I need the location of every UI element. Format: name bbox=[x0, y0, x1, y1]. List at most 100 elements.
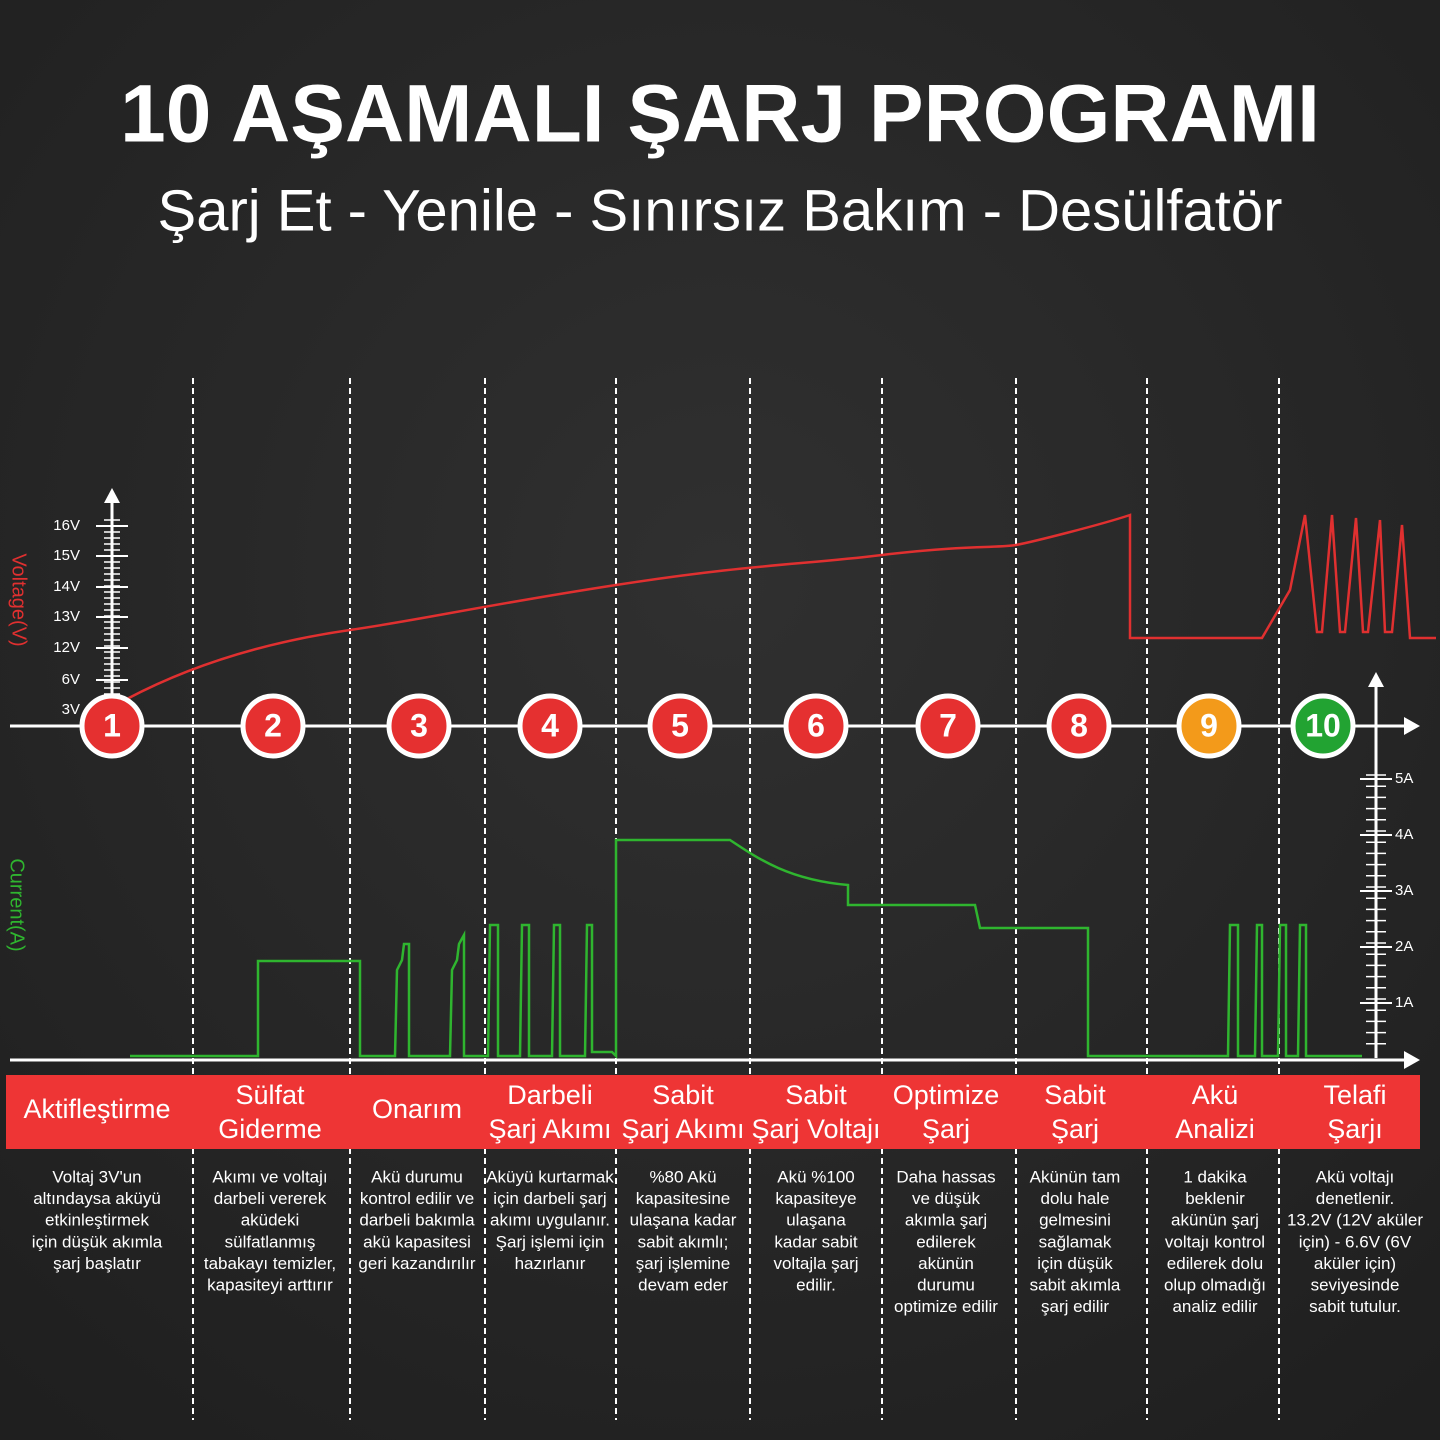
stage-description: akünün şarj bbox=[1171, 1211, 1259, 1230]
current-curve bbox=[130, 838, 1362, 1060]
stage-description: voltajı kontrol bbox=[1165, 1232, 1265, 1251]
stage-name: Şarj Voltajı bbox=[751, 1114, 880, 1144]
arrow bbox=[104, 488, 120, 503]
stage-description: akü kapasitesi bbox=[363, 1232, 471, 1251]
stage-name: Darbeli bbox=[507, 1080, 593, 1110]
stage-badge bbox=[1046, 693, 1112, 759]
stage-description: Akü %100 bbox=[777, 1167, 855, 1186]
stages: 1 Aktifleştirme Voltaj 3V'un altındaysa akü… bbox=[23, 693, 1423, 1316]
stage-badge bbox=[1290, 693, 1356, 759]
stage-description: Voltaj 3V'un bbox=[52, 1167, 141, 1186]
stage-description: için düşük akımla bbox=[32, 1232, 163, 1251]
tick-label: 14V bbox=[53, 578, 80, 595]
stage-description: Aküyü kurtarmak bbox=[486, 1167, 614, 1186]
stage-number: 8 bbox=[1070, 707, 1088, 743]
stage-description: analiz edilir bbox=[1172, 1297, 1257, 1316]
tick-label: 15V bbox=[53, 547, 80, 564]
stage-badge bbox=[1176, 693, 1242, 759]
stage-description: gelmesini bbox=[1039, 1211, 1111, 1230]
stage-name: Telafi bbox=[1323, 1080, 1386, 1110]
stage-description: kontrol edilir ve bbox=[360, 1189, 474, 1208]
stage-description: beklenir bbox=[1185, 1189, 1245, 1208]
stage-description: ulaşana bbox=[786, 1211, 846, 1230]
stage-description: aküdeki bbox=[241, 1211, 300, 1230]
stage-description: hazırlanır bbox=[515, 1254, 586, 1273]
stage-description: seviyesinde bbox=[1311, 1275, 1400, 1294]
stage-description: sabit akımlı; bbox=[638, 1232, 729, 1251]
stage-badge bbox=[915, 693, 981, 759]
stage-description: sağlamak bbox=[1039, 1232, 1112, 1251]
stage-name: Şarjı bbox=[1327, 1114, 1383, 1144]
subtitle: Şarj Et - Yenile - Sınırsız Bakım - Desü… bbox=[158, 178, 1283, 243]
stage-description: Daha hassas bbox=[896, 1167, 995, 1186]
stage-badge bbox=[79, 693, 145, 759]
tick-label: 16V bbox=[53, 517, 80, 534]
arrow bbox=[1404, 1051, 1420, 1069]
stage-name: Optimize bbox=[893, 1080, 1000, 1110]
stage-number: 5 bbox=[671, 707, 689, 743]
stage-description: kadar sabit bbox=[774, 1232, 857, 1251]
stage-name: Sabit bbox=[785, 1080, 847, 1110]
stage-name: Şarj bbox=[1051, 1114, 1099, 1144]
tick-label: 3V bbox=[62, 701, 80, 718]
stage-description: 1 dakika bbox=[1183, 1167, 1247, 1186]
tick-label: 1A bbox=[1395, 994, 1413, 1011]
voltage-axis-label: Voltage(V) bbox=[8, 553, 30, 646]
tick-label: 6V bbox=[62, 671, 80, 688]
stage-description: için) - 6.6V (6V bbox=[1299, 1232, 1412, 1251]
stage-number: 1 bbox=[103, 707, 121, 743]
stage-description: akımla şarj bbox=[905, 1211, 987, 1230]
tick-label: 2A bbox=[1395, 938, 1413, 955]
stage-number: 9 bbox=[1200, 707, 1218, 743]
stage-badge bbox=[240, 693, 306, 759]
stage-badge bbox=[386, 693, 452, 759]
stage-number: 10 bbox=[1305, 707, 1341, 743]
stage-description: için darbeli şarj bbox=[493, 1189, 606, 1208]
stage-description: Şarj işlemi için bbox=[496, 1232, 605, 1251]
stage-badge bbox=[647, 693, 713, 759]
tick-label: 4A bbox=[1395, 826, 1413, 843]
stage-description: optimize edilir bbox=[894, 1297, 998, 1316]
stage-description: denetlenir. bbox=[1316, 1189, 1394, 1208]
stage-description: altındaysa aküyü bbox=[33, 1189, 161, 1208]
current-axis-label: Current(A) bbox=[6, 858, 28, 951]
stage-name: Şarj Akımı bbox=[488, 1114, 611, 1144]
stage-description: Akü voltajı bbox=[1316, 1167, 1394, 1186]
stage-description: voltajla şarj bbox=[773, 1254, 858, 1273]
stage-description: Akünün tam bbox=[1030, 1167, 1121, 1186]
stage-description: sabit tutulur. bbox=[1309, 1297, 1401, 1316]
stage-description: devam eder bbox=[638, 1275, 728, 1294]
stage-description: şarj işlemine bbox=[636, 1254, 730, 1273]
stage-description: akımı uygulanır. bbox=[490, 1211, 610, 1230]
title: 10 AŞAMALI ŞARJ PROGRAMI bbox=[120, 69, 1320, 160]
stage-number: 7 bbox=[939, 707, 957, 743]
stage-description: durumu bbox=[917, 1275, 975, 1294]
stage-description: akünün bbox=[918, 1254, 974, 1273]
minor-ticks: 16V 15V 14V 13V 12V 6V 3V 5A 4A 3A 2A 1A bbox=[53, 517, 1413, 1045]
stage-number: 2 bbox=[264, 707, 282, 743]
stage-name: Akü bbox=[1192, 1080, 1239, 1110]
stage-name: Onarım bbox=[372, 1094, 462, 1124]
stage-description: tabakayı temizler, bbox=[204, 1254, 336, 1273]
arrow bbox=[1368, 672, 1384, 687]
stage-description: sülfatlanmış bbox=[225, 1232, 316, 1251]
stage-description: kapasiteyi arttırır bbox=[207, 1275, 333, 1294]
stage-description: %80 Akü bbox=[649, 1167, 716, 1186]
stage-description: aküler için) bbox=[1314, 1254, 1396, 1273]
stage-description: darbeli bakımla bbox=[359, 1211, 475, 1230]
stage-band bbox=[6, 1075, 1420, 1149]
stage-description: etkinleştirmek bbox=[45, 1211, 149, 1230]
stage-description: şarj başlatır bbox=[53, 1254, 141, 1273]
tick-label: 5A bbox=[1395, 770, 1413, 787]
stage-name: Aktifleştirme bbox=[23, 1094, 170, 1124]
stage-description: darbeli vererek bbox=[214, 1189, 327, 1208]
stage-description: edilerek bbox=[916, 1232, 976, 1251]
stage-description: 13.2V (12V aküler bbox=[1287, 1211, 1423, 1230]
stage-name: Analizi bbox=[1175, 1114, 1255, 1144]
stage-name: Şarj bbox=[922, 1114, 970, 1144]
stage-name: Giderme bbox=[218, 1114, 322, 1144]
tick-label: 12V bbox=[53, 639, 80, 656]
stage-description: olup olmadığı bbox=[1164, 1275, 1266, 1294]
stage-description: için düşük bbox=[1037, 1254, 1113, 1273]
